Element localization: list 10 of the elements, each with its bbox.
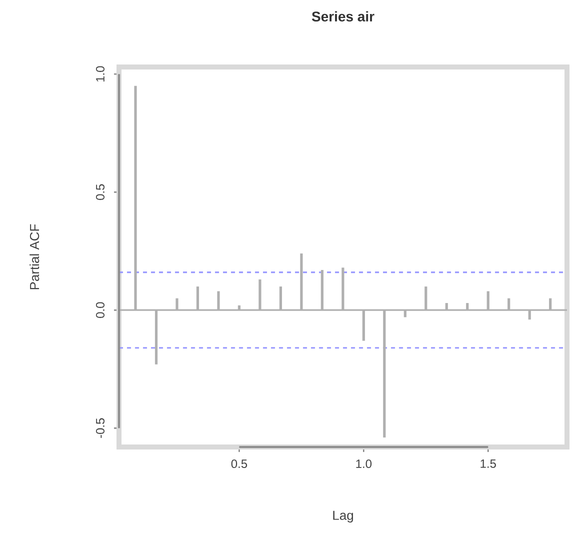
x-tick-label: 0.5 [231,460,248,468]
y-tick-label: 0.0 [96,302,104,318]
y-axis-title: Partial ACF [30,224,40,290]
y-tick-label: -0.5 [96,418,104,438]
chart-title: Series air [312,11,374,22]
y-tick-label: 1.0 [96,66,104,82]
x-tick-label: 1.0 [356,460,372,468]
x-axis-title: Lag [333,510,354,523]
y-tick-label: 0.5 [96,184,104,200]
x-tick-label: 1.5 [480,460,496,468]
